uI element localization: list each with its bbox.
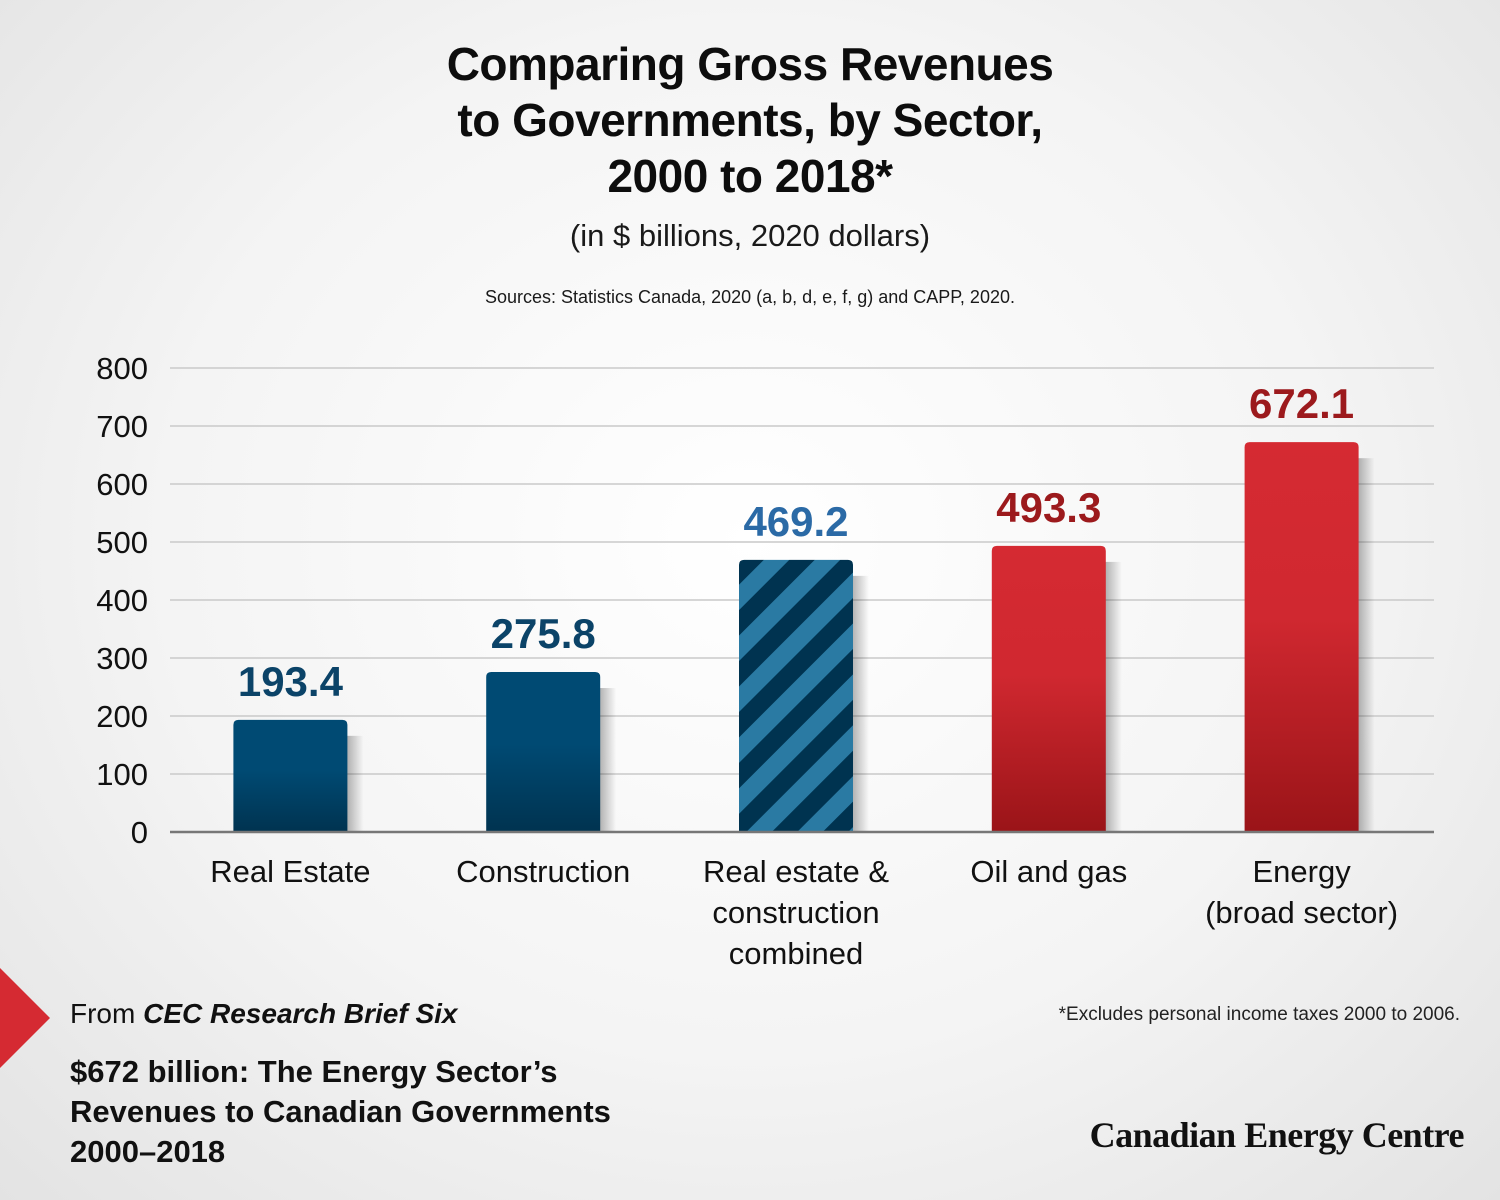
sources-note: Sources: Statistics Canada, 2020 (a, b, … xyxy=(485,287,1015,307)
x-category-label-4-1: (broad sector) xyxy=(1205,895,1398,930)
bar-3 xyxy=(991,545,1106,832)
footer-brief-name: CEC Research Brief Six xyxy=(143,998,458,1029)
footer-from-prefix: From xyxy=(70,998,144,1029)
bar-shadow xyxy=(1101,561,1122,832)
bar-shadow xyxy=(1354,458,1375,832)
bar-chart: 0 100 200 300 400 500 600 700 800 193.4 275.8 469.… xyxy=(96,351,1434,971)
x-category-label-1-0: Construction xyxy=(456,854,630,889)
report-title-line-3: 2000–2018 xyxy=(70,1134,226,1169)
bar-value-label-2: 469.2 xyxy=(743,498,848,545)
y-tick-label-600: 600 xyxy=(96,467,148,502)
title-line-2: to Governments, by Sector, xyxy=(457,94,1043,146)
bar-shadow xyxy=(343,735,364,832)
footnote: *Excludes personal income taxes 2000 to … xyxy=(1058,1004,1460,1025)
cec-logo: Canadian Energy Centre xyxy=(1089,1115,1465,1155)
bar-shadow xyxy=(849,575,869,832)
title-line-1: Comparing Gross Revenues xyxy=(446,38,1054,90)
bar-shadow xyxy=(596,688,617,832)
bar-2 xyxy=(739,559,853,832)
x-category-label-3-0: Oil and gas xyxy=(970,854,1127,889)
chart-title: Comparing Gross Revenues to Governments,… xyxy=(0,36,1500,204)
x-category-label-0-0: Real Estate xyxy=(210,854,370,889)
y-tick-label-700: 700 xyxy=(96,409,148,444)
red-arrow-marker xyxy=(0,968,50,1068)
title-line-3: 2000 to 2018* xyxy=(607,150,893,202)
x-category-label-4-0: Energy xyxy=(1252,854,1351,889)
footer-source: From CEC Research Brief Six xyxy=(70,998,457,1030)
x-category-label-2-0: Real estate & xyxy=(703,854,889,889)
bar-value-label-4: 672.1 xyxy=(1249,380,1354,427)
y-tick-label-400: 400 xyxy=(96,583,148,618)
report-title-line-1: $672 billion: The Energy Sector’s xyxy=(70,1054,558,1089)
y-axis: 0 100 200 300 400 500 600 700 800 xyxy=(96,351,148,850)
bar-value-label-3: 493.3 xyxy=(996,484,1101,531)
x-category-label-2-1: construction xyxy=(712,895,879,930)
x-axis-labels: Real Estate Construction Real estate & cons… xyxy=(210,854,1398,971)
y-tick-label-800: 800 xyxy=(96,351,148,386)
y-tick-label-100: 100 xyxy=(96,757,148,792)
y-tick-label-500: 500 xyxy=(96,525,148,560)
report-title-line-2: Revenues to Canadian Governments xyxy=(70,1094,611,1129)
bars: 193.4 275.8 469.2 493.3 672.1 xyxy=(233,380,1375,832)
bar-4 xyxy=(1244,442,1359,832)
bar-value-label-1: 275.8 xyxy=(491,610,596,657)
footer-report-title: $672 billion: The Energy Sector’s Revenu… xyxy=(70,1052,750,1172)
y-tick-label-300: 300 xyxy=(96,641,148,676)
bar-1 xyxy=(486,672,601,832)
y-tick-label-0: 0 xyxy=(131,815,148,850)
y-tick-label-200: 200 xyxy=(96,699,148,734)
chart-subtitle: (in $ billions, 2020 dollars) xyxy=(569,218,931,253)
bar-0 xyxy=(233,719,348,832)
x-category-label-2-2: combined xyxy=(729,936,863,971)
bar-value-label-0: 193.4 xyxy=(238,658,344,705)
